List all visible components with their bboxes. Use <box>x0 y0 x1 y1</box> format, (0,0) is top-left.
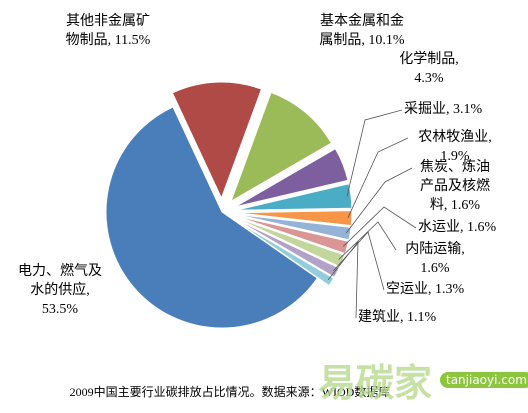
category-name: 电力、燃气及水的供应 <box>18 264 102 298</box>
pie-slice <box>230 91 333 203</box>
leader-line <box>327 240 359 319</box>
value-label: 1.3% <box>435 282 465 297</box>
value-label: 11.5% <box>114 33 151 48</box>
leader-line <box>338 221 397 260</box>
pie-slice <box>234 147 349 208</box>
category-name: 水运业 <box>418 220 460 235</box>
leader-line <box>346 109 403 197</box>
slice-label: 空运业, 1.3% <box>386 280 464 299</box>
pie-slice <box>234 218 340 278</box>
separator: , <box>443 198 448 213</box>
category-name: 采掘业 <box>404 102 446 117</box>
category-name: 内陆运输 <box>405 242 462 257</box>
pie-slice <box>235 213 352 241</box>
caption: 2009中国主要行业碳排放占比情况。数据来源：WIOD数据库 <box>69 385 391 399</box>
value-label: 1.1% <box>407 310 437 325</box>
category-name: 农林牧渔业 <box>418 130 489 145</box>
category-name: 焦炭、炼油产品及核燃料 <box>420 160 490 213</box>
slice-label: 基本金属和金属制品, 10.1% <box>316 12 408 50</box>
separator: , <box>446 102 450 117</box>
value-label: 1.6% <box>450 198 481 213</box>
value-label: 10.1% <box>368 33 405 48</box>
category-name: 空运业 <box>386 282 428 297</box>
pie-slice <box>105 106 319 329</box>
leader-line <box>347 137 409 219</box>
pie-slice <box>235 183 353 211</box>
separator: , <box>461 242 465 257</box>
value-label: 1.6% <box>420 261 450 276</box>
slice-label: 建筑业, 1.1% <box>358 308 436 327</box>
watermark-url: tanjiaoyi.com <box>440 372 528 388</box>
pie-slice <box>171 81 263 200</box>
category-name: 其他非金属矿物制品 <box>65 14 150 48</box>
category-name: 基本金属和金属制品 <box>319 14 404 48</box>
value-label: 3.1% <box>453 102 483 117</box>
separator: , <box>400 310 404 325</box>
category-name: 建筑业 <box>358 310 400 325</box>
slice-label: 化学制品, 4.3% <box>392 50 466 88</box>
leader-line <box>342 206 417 247</box>
slice-label: 农林牧渔业, 1.9% <box>410 128 500 166</box>
slice-label: 焦炭、炼油产品及核燃料, 1.6% <box>414 158 496 215</box>
separator: , <box>455 52 459 67</box>
value-label: 1.6% <box>467 220 497 235</box>
value-label: 53.5% <box>41 302 79 317</box>
separator: , <box>460 220 464 235</box>
leader-line <box>345 167 413 234</box>
slice-label: 其他非金属矿物制品, 11.5% <box>62 12 154 50</box>
value-label: 4.3% <box>414 71 444 86</box>
separator: , <box>86 283 90 298</box>
leader-line <box>333 231 385 291</box>
slice-label: 电力、燃气及水的供应, 53.5% <box>16 262 104 319</box>
slice-label: 水运业, 1.6% <box>418 218 496 237</box>
pie-slice <box>233 219 335 287</box>
pie-slice <box>235 210 353 227</box>
value-label: 1.9% <box>440 149 470 164</box>
separator: , <box>488 130 492 145</box>
category-name: 化学制品 <box>399 52 456 67</box>
slice-label: 内陆运输, 1.6% <box>398 240 472 278</box>
separator: , <box>361 33 365 48</box>
separator: , <box>107 33 112 48</box>
watermark: 易碳家 <box>318 361 433 405</box>
separator: , <box>428 282 432 297</box>
slice-label: 采掘业, 3.1% <box>404 100 482 119</box>
